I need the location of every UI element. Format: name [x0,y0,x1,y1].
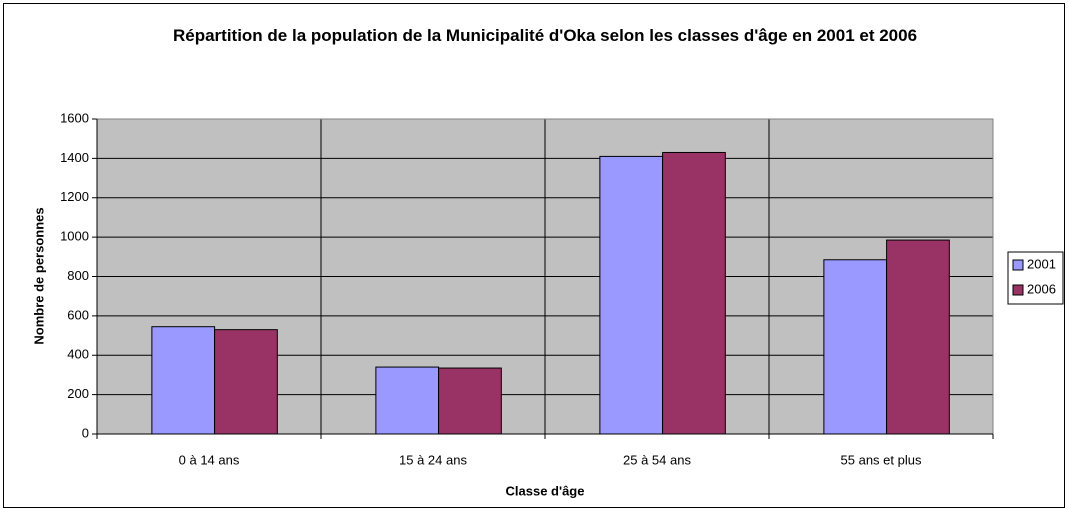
legend-swatch [1012,259,1024,271]
y-tick-label: 1200 [60,189,89,204]
bar [599,155,664,435]
legend-label: 2006 [1027,281,1056,296]
y-tick-label: 800 [67,268,89,283]
y-tick-label: 1600 [60,110,89,125]
bar [214,329,278,435]
y-tick-label: 600 [67,307,89,322]
y-tick-label: 1000 [60,229,89,244]
x-tick-label: 55 ans et plus [841,452,922,467]
bar [438,367,502,435]
y-tick-label: 200 [67,386,89,401]
x-tick-label: 0 à 14 ans [179,452,240,467]
x-axis-label: Classe d'âge [506,483,585,498]
chart-title: Répartition de la population de la Munic… [172,26,918,45]
y-axis-label: Nombre de personnes [31,207,46,344]
bar [375,366,440,435]
bar [151,326,216,435]
bar [662,151,726,435]
bar [886,239,950,435]
y-tick-label: 0 [82,425,89,440]
y-tick-label: 1400 [60,150,89,165]
legend-swatch [1012,284,1024,296]
bar [823,259,888,435]
legend-label: 2001 [1027,256,1056,271]
x-tick-label: 25 à 54 ans [623,452,691,467]
y-tick-label: 400 [67,347,89,362]
x-tick-label: 15 à 24 ans [399,452,467,467]
